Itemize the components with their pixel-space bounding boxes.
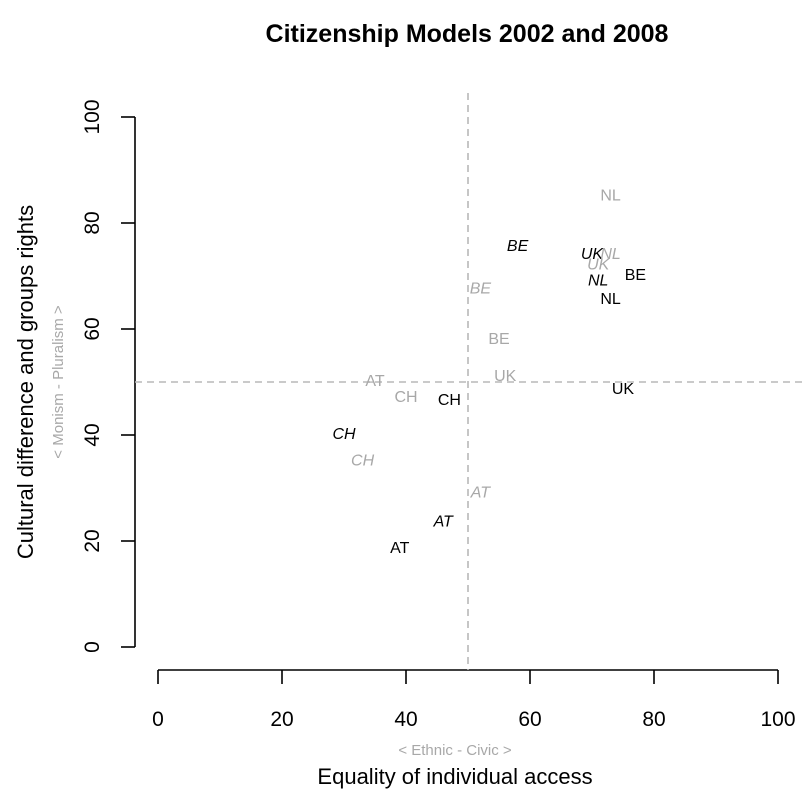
data-point-label: AT	[433, 514, 454, 531]
data-point-label: CH	[351, 453, 375, 470]
data-point-label: NL	[600, 291, 621, 308]
x-axis-sublabel: < Ethnic - Civic >	[398, 742, 512, 759]
y-tick-label: 40	[81, 423, 104, 446]
x-axis-label: Equality of individual access	[317, 764, 592, 789]
y-tick-label: 60	[81, 317, 104, 340]
y-axis-label: Cultural difference and groups rights	[13, 205, 38, 559]
data-point-label: UK	[612, 381, 635, 398]
data-point-label: BE	[488, 331, 509, 348]
x-tick-label: 20	[270, 708, 293, 731]
data-point-label: CH	[438, 392, 461, 409]
y-tick-label: 80	[81, 211, 104, 234]
chart-title: Citizenship Models 2002 and 2008	[266, 20, 669, 48]
data-point-label: UK	[494, 368, 517, 385]
y-tick-label: 100	[81, 99, 104, 134]
data-point-label: NL	[600, 188, 621, 205]
x-tick-label: 0	[152, 708, 164, 731]
y-axis-ticks: 0 20 40 60 80 100	[81, 99, 135, 653]
x-tick-label: 40	[394, 708, 417, 731]
data-point-label: AT	[390, 540, 409, 557]
x-tick-label: 100	[760, 708, 795, 731]
data-point-label: AT	[365, 373, 384, 390]
data-point-label: NL	[588, 273, 608, 290]
x-tick-label: 60	[518, 708, 541, 731]
x-tick-label: 80	[642, 708, 665, 731]
data-point-label: UK	[587, 257, 611, 274]
data-point-label: CH	[394, 389, 417, 406]
data-point-label: CH	[332, 426, 356, 443]
data-point-label: NL	[600, 246, 620, 263]
data-point-label: BE	[507, 238, 529, 255]
data-point-label: AT	[470, 485, 491, 502]
y-tick-label: 20	[81, 529, 104, 552]
data-point-label: BE	[625, 267, 646, 284]
data-point-label: UK	[581, 246, 605, 263]
data-point-label: BE	[470, 280, 492, 297]
x-axis-ticks: 0 20 40 60 80 100	[152, 670, 796, 731]
y-axis-sublabel: < Monism - Pluralism >	[50, 305, 67, 459]
y-tick-label: 0	[81, 641, 104, 653]
